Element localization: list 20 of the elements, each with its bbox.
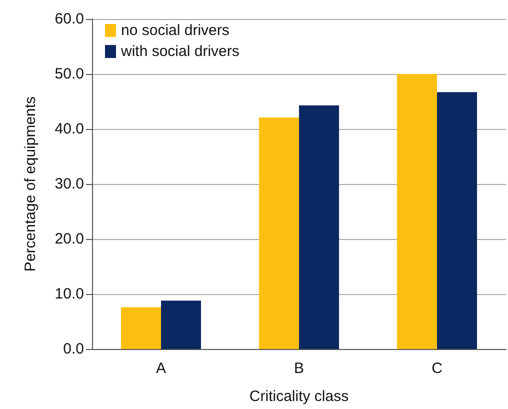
bar <box>161 300 202 349</box>
bar <box>437 92 478 349</box>
bar <box>299 105 340 349</box>
y-tick-label: 0.0 <box>63 340 84 358</box>
x-tick-label: A <box>156 360 166 377</box>
bar <box>396 74 437 349</box>
y-tick-label: 60.0 <box>54 10 84 28</box>
y-axis-title: Percentage of equipments <box>22 96 39 272</box>
legend-label: no social drivers <box>121 22 230 39</box>
y-tick-label: 30.0 <box>54 176 84 192</box>
bar <box>258 117 299 349</box>
y-tick-label: 40.0 <box>54 120 84 138</box>
x-axis-title: Criticality class <box>249 388 349 405</box>
legend-label: with social drivers <box>120 43 240 60</box>
y-tick-label: 10.0 <box>54 286 84 302</box>
x-tick-label: C <box>432 360 443 377</box>
y-tick-label: 20.0 <box>54 230 84 248</box>
y-tick-label: 50.0 <box>54 66 84 82</box>
bar <box>120 307 161 349</box>
x-tick-label: B <box>294 360 304 377</box>
